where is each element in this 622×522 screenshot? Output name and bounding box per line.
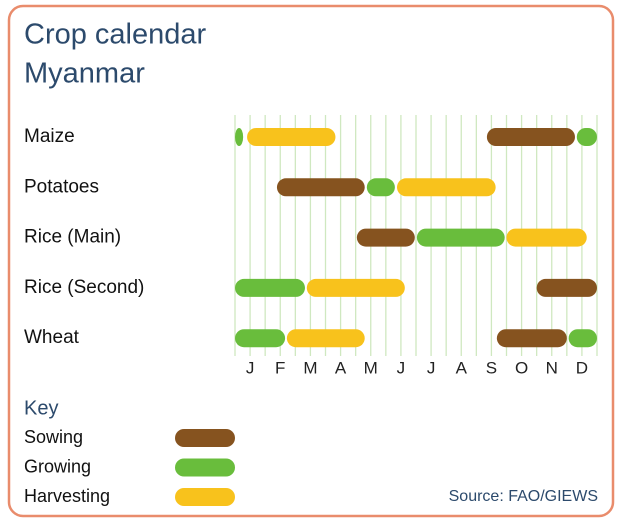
stage-bar: [396, 178, 496, 197]
stage-bar: [416, 228, 505, 247]
stage-bar: [235, 329, 286, 348]
legend-label: Sowing: [24, 427, 83, 447]
row-label: Potatoes: [24, 176, 99, 197]
month-label: J: [246, 358, 255, 377]
title-line: Crop calendar: [24, 19, 206, 51]
row-label: Maize: [24, 126, 75, 147]
title-line: Myanmar: [24, 58, 145, 90]
stage-bar: [235, 278, 305, 297]
stage-bar: [486, 128, 575, 146]
stage-bar: [568, 329, 597, 348]
stage-bar: [247, 128, 336, 146]
month-label: F: [275, 358, 285, 377]
month-label: A: [456, 358, 468, 377]
stage-bar: [506, 228, 587, 247]
stage-bar: [286, 329, 365, 348]
stage-bar: [306, 278, 405, 297]
month-label: N: [546, 358, 558, 377]
stage-bar: [576, 128, 597, 146]
month-label: M: [303, 358, 317, 377]
row-label: Rice (Second): [24, 277, 144, 298]
legend-swatch: [175, 458, 235, 477]
month-label: S: [486, 358, 497, 377]
stage-bar: [496, 329, 567, 348]
stage-bar: [235, 128, 244, 146]
month-label: A: [335, 358, 347, 377]
stage-bar: [366, 178, 395, 197]
legend-swatch: [175, 429, 235, 447]
row-label: Rice (Main): [24, 227, 121, 248]
stage-bar: [536, 278, 597, 297]
month-label: M: [364, 358, 378, 377]
row-label: Wheat: [24, 327, 80, 348]
stage-bar: [356, 228, 415, 247]
month-label: J: [427, 358, 436, 377]
legend-title: Key: [24, 397, 58, 419]
month-label: J: [397, 358, 406, 377]
legend-label: Harvesting: [24, 486, 110, 506]
legend-swatch: [175, 488, 235, 506]
stage-bar: [276, 178, 365, 197]
legend-label: Growing: [24, 456, 91, 476]
source: Source: FAO/GIEWS: [449, 488, 598, 505]
month-label: D: [576, 358, 588, 377]
month-label: O: [515, 358, 528, 377]
